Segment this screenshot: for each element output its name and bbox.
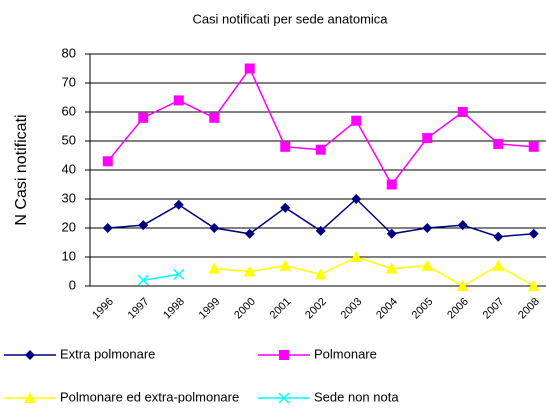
point	[209, 223, 220, 233]
legend-marker	[25, 350, 35, 360]
point	[102, 156, 113, 167]
point	[492, 259, 505, 271]
x-tick-label: 2005	[410, 296, 436, 322]
point	[386, 228, 397, 239]
point	[280, 202, 291, 213]
point	[457, 220, 468, 231]
point	[493, 138, 504, 149]
point	[315, 144, 326, 155]
y-tick-label: 70	[62, 74, 76, 89]
y-tick-label: 0	[69, 277, 76, 292]
legend-marker	[24, 392, 36, 403]
point	[528, 141, 539, 152]
point	[421, 259, 434, 271]
y-tick-label: 50	[62, 132, 76, 147]
series-line	[107, 67, 534, 186]
point	[244, 63, 255, 74]
point	[138, 220, 149, 231]
y-tick-label: 60	[62, 103, 76, 118]
point	[243, 265, 256, 277]
x-tick-label: 1999	[197, 296, 223, 322]
point	[208, 262, 221, 274]
legend-marker	[279, 350, 289, 360]
point	[350, 251, 363, 262]
x-tick-label: 2004	[374, 296, 400, 322]
x-tick-label: 2006	[445, 296, 471, 322]
point	[173, 268, 185, 280]
x-tick-label: 1998	[161, 296, 187, 322]
y-tick-label: 30	[62, 190, 76, 205]
point	[422, 223, 433, 233]
series-line	[143, 273, 179, 281]
point	[422, 133, 433, 144]
point	[280, 141, 291, 152]
y-tick-label: 80	[62, 45, 76, 60]
y-axis-label: N Casi notificati	[13, 114, 30, 225]
point	[315, 225, 326, 236]
x-tick-label: 1997	[126, 296, 152, 322]
x-tick-label: 2008	[516, 296, 542, 322]
x-tick-label: 2002	[303, 296, 329, 322]
point	[209, 112, 220, 123]
point	[137, 274, 149, 286]
point	[457, 107, 468, 117]
point	[385, 262, 398, 274]
legend-marker	[278, 392, 290, 404]
legend-label: Extra polmonare	[60, 346, 155, 361]
point	[102, 223, 113, 233]
point	[456, 280, 469, 291]
x-tick-label: 1996	[90, 296, 116, 322]
point	[314, 268, 327, 280]
legend-label: Sede non nota	[314, 389, 399, 403]
point	[279, 259, 292, 271]
point	[386, 179, 397, 190]
point	[493, 231, 504, 242]
y-tick-label: 40	[62, 161, 76, 176]
series-line	[214, 256, 535, 287]
legend-label: Polmonare	[314, 346, 377, 361]
x-tick-label: 2003	[339, 296, 365, 322]
y-tick-label: 10	[62, 248, 76, 263]
point	[173, 95, 184, 106]
point	[244, 228, 255, 239]
point	[527, 280, 540, 291]
chart-title: Casi notificati per sede anatomica	[192, 11, 388, 26]
point	[351, 194, 362, 204]
point	[138, 112, 149, 123]
point	[351, 115, 362, 126]
x-tick-label: 2001	[268, 296, 294, 322]
x-tick-label: 2000	[232, 296, 258, 322]
y-tick-label: 20	[62, 219, 76, 234]
point	[528, 228, 539, 239]
point	[173, 199, 184, 210]
legend-label: Polmonare ed extra-polmonare	[60, 389, 239, 403]
x-tick-label: 2007	[481, 296, 507, 322]
